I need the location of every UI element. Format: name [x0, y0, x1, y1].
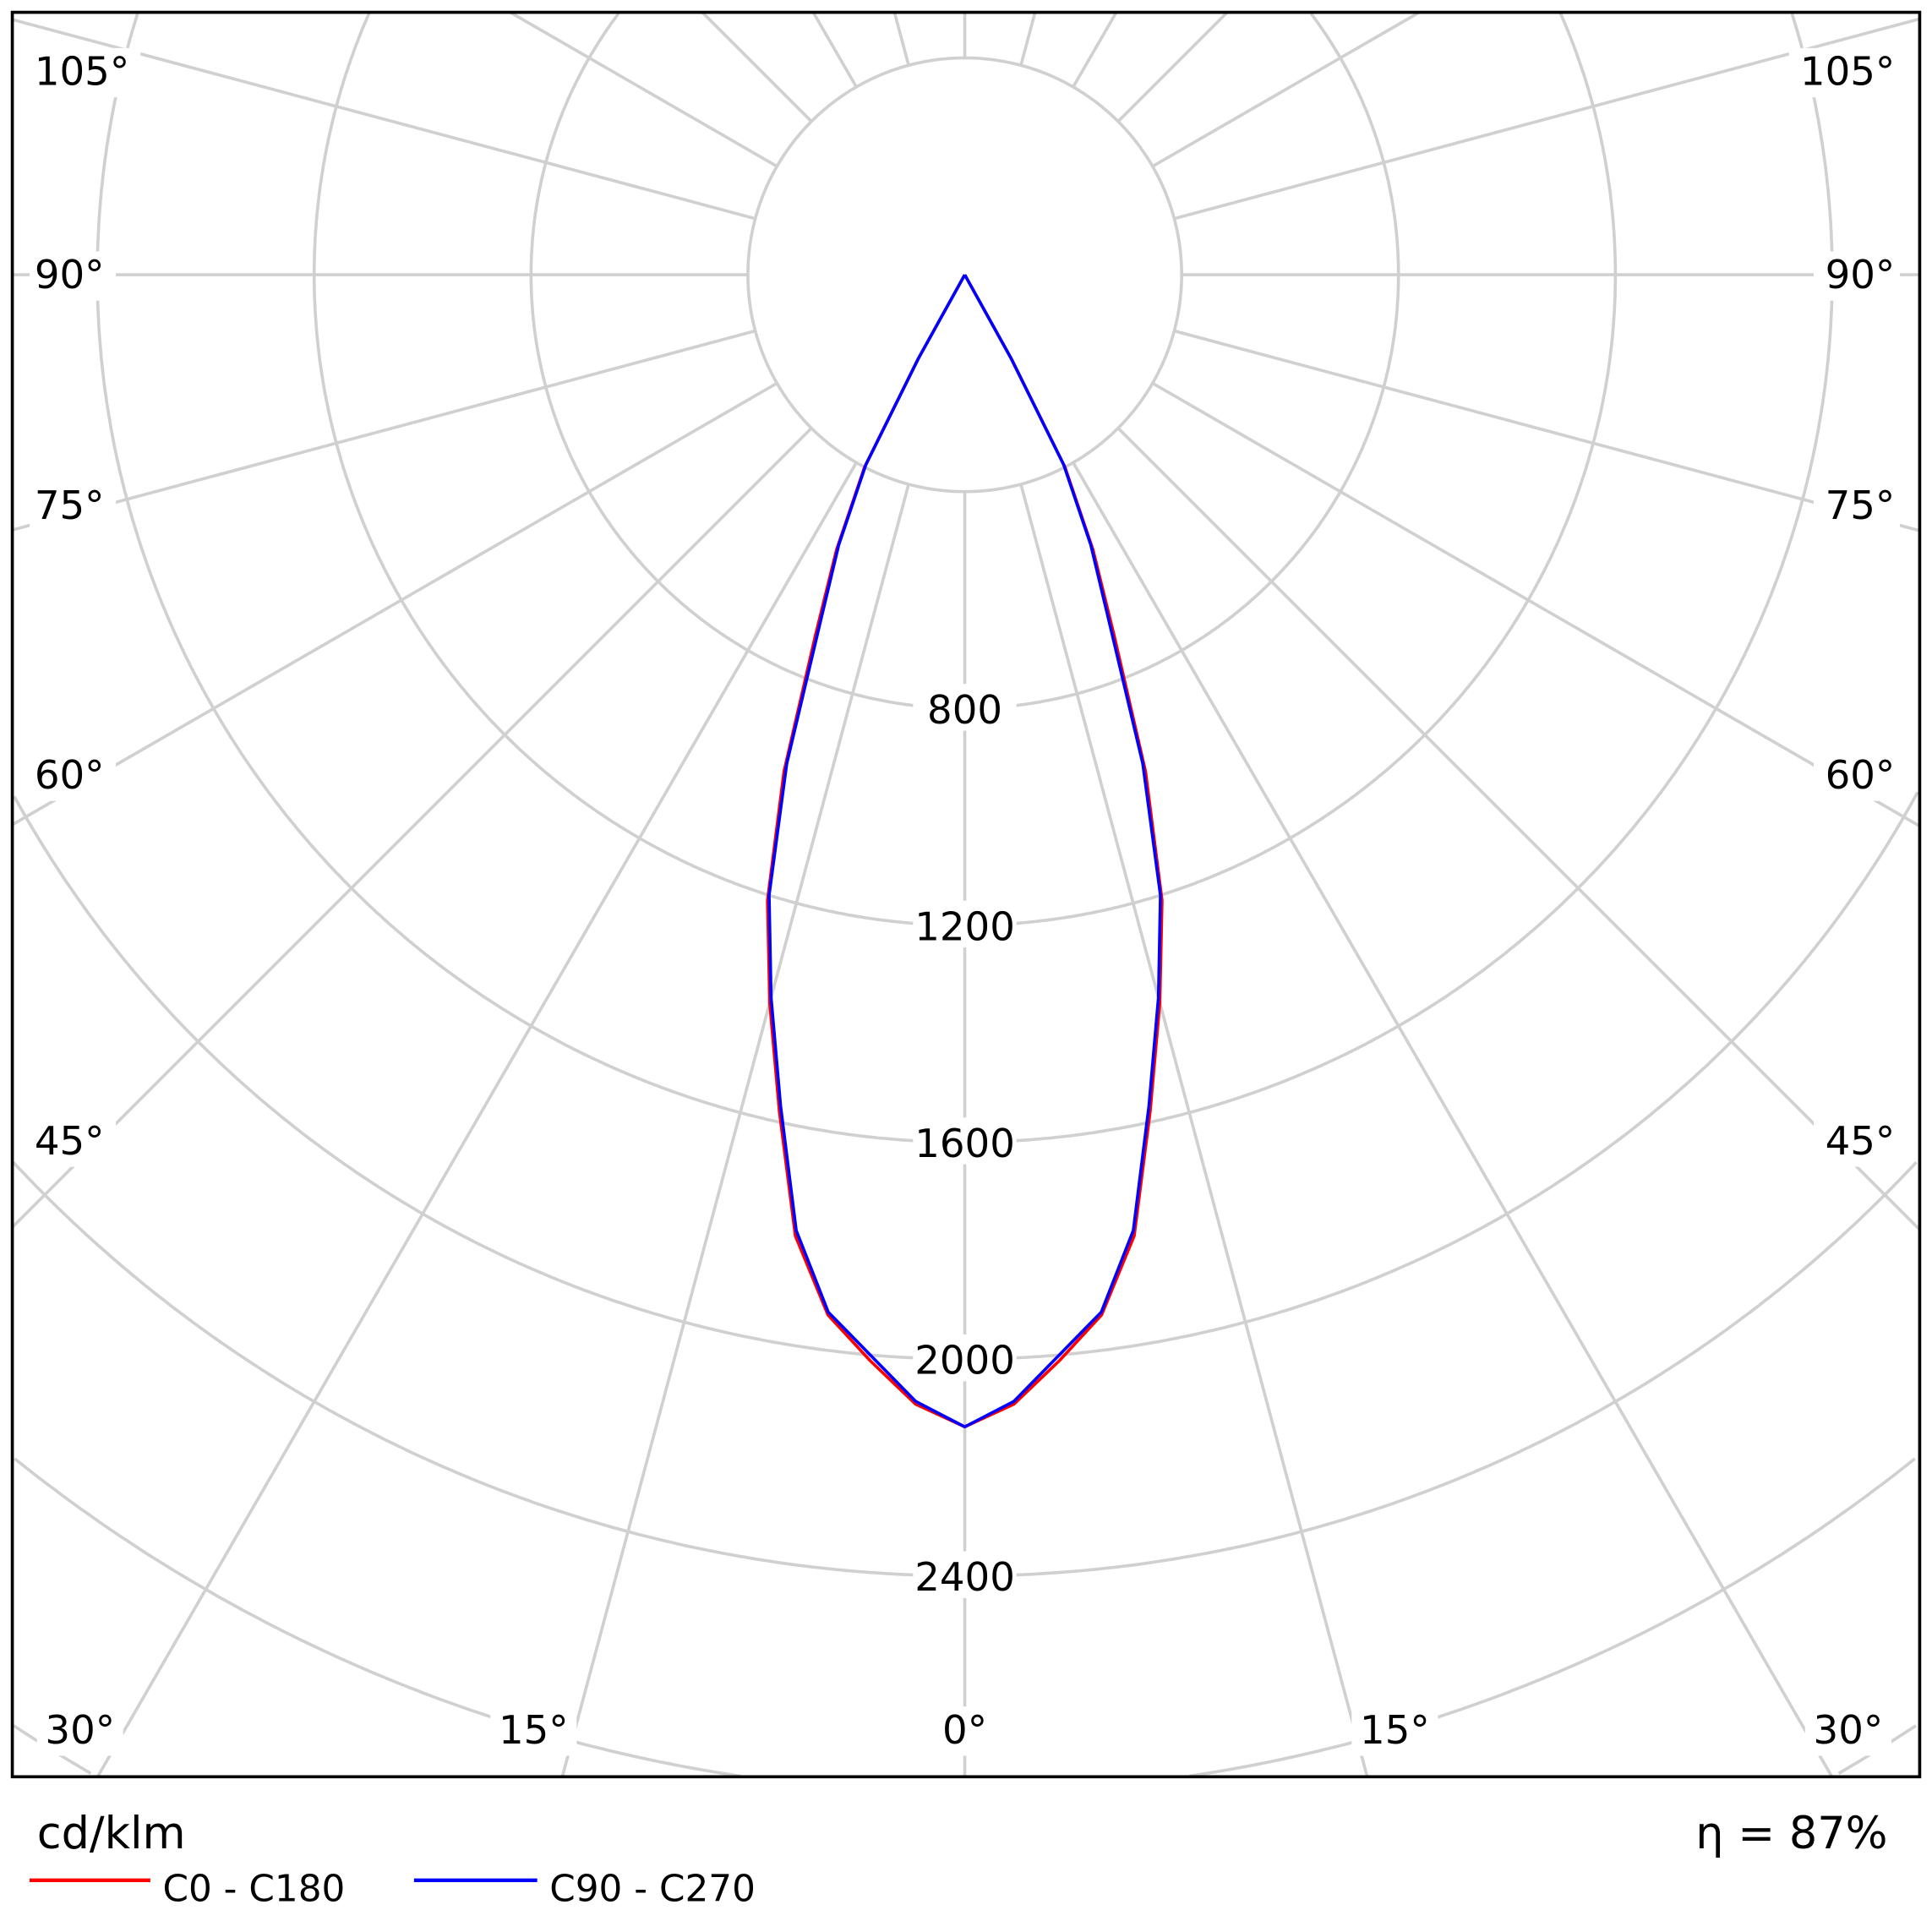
angle-label-bg	[29, 47, 141, 98]
angle-tick-label: 0°	[942, 1708, 987, 1754]
angle-tick-label: 75°	[35, 483, 105, 529]
legend-label-c90: C90 - C270	[549, 1868, 756, 1911]
angle-label-bg	[1814, 1117, 1901, 1167]
angle-label-bg	[1814, 751, 1901, 801]
angle-tick-label: 90°	[35, 253, 105, 298]
angle-label-bg	[490, 1706, 577, 1756]
angle-tick-labels: 0° 15° 15° 30° 30° 45° 45° 60° 60° 75° 75° 90° 90° 10…	[29, 47, 1901, 1756]
radial-tick-label: 800	[927, 688, 1002, 734]
grid-circle	[529, 13, 1400, 711]
grid-spoke	[509, 12, 778, 168]
angle-label-bg	[1814, 482, 1901, 532]
grid-circle	[14, 1457, 741, 1777]
grid-circle	[1558, 12, 1618, 276]
grid-spoke	[1116, 427, 1920, 1231]
radial-tick-label: 2400	[914, 1555, 1015, 1601]
grid-spoke	[1173, 329, 1920, 532]
radial-tick-label: 2000	[914, 1339, 1015, 1384]
angle-label-bg	[1804, 1706, 1891, 1756]
grid-spoke	[12, 329, 756, 532]
angle-label-bg	[29, 251, 117, 301]
radial-tick-label: 1600	[914, 1122, 1015, 1167]
grid-circle	[1188, 1457, 1916, 1777]
angle-tick-label: 60°	[35, 753, 105, 799]
radial-label-bg	[913, 900, 1017, 948]
grid-spoke	[1072, 12, 1118, 88]
angle-tick-label: 105°	[1800, 50, 1895, 96]
angle-tick-label: 15°	[1360, 1708, 1430, 1754]
grid-spoke	[1116, 12, 1229, 123]
radial-label-bg	[913, 1117, 1017, 1165]
angle-tick-label: 75°	[1826, 483, 1896, 529]
grid-spoke	[1019, 483, 1369, 1777]
plot-frame	[10, 10, 1922, 1779]
angle-tick-label: 30°	[45, 1708, 115, 1754]
efficiency-label: η = 87%	[1695, 1808, 1887, 1859]
radial-tick-label: 1200	[914, 904, 1015, 950]
angle-label-bg	[36, 1706, 123, 1756]
angle-tick-label: 90°	[1826, 253, 1896, 298]
grid-circle	[1309, 13, 1400, 276]
grid-spoke	[892, 12, 910, 66]
angle-label-bg	[1788, 47, 1901, 98]
angle-tick-label: 45°	[35, 1119, 105, 1165]
grid-spoke	[1151, 381, 1920, 828]
angle-tick-label: 15°	[499, 1708, 569, 1754]
grid-spoke	[1072, 461, 1834, 1777]
legend: C0 - C180 C90 - C270	[29, 1868, 756, 1911]
unit-label: cd/klm	[37, 1808, 186, 1859]
angle-label-bg	[29, 751, 117, 801]
radial-label-bg	[913, 1551, 1017, 1598]
series-curve-1	[767, 274, 1162, 1429]
grid-circle	[312, 12, 1618, 927]
angle-tick-label: 45°	[1826, 1119, 1896, 1165]
angle-label-bg	[29, 482, 117, 532]
grid-spoke	[701, 12, 813, 123]
grid-spoke	[96, 461, 858, 1777]
radial-label-bg	[913, 1334, 1017, 1382]
angle-tick-label: 30°	[1814, 1708, 1884, 1754]
angle-label-bg	[1351, 1706, 1438, 1756]
legend-label-c0: C0 - C180	[162, 1868, 345, 1911]
grid-spoke	[12, 427, 813, 1229]
radial-label-bg	[913, 684, 1017, 731]
grid-spoke	[1019, 12, 1037, 66]
grid-spoke	[1151, 12, 1421, 168]
grid-spoke	[12, 381, 778, 827]
angle-tick-label: 60°	[1826, 753, 1896, 799]
grid-circle	[96, 13, 1834, 1144]
grid-spoke	[811, 12, 858, 88]
radial-tick-labels: 800 1200 1600 2000 2400	[913, 684, 1017, 1601]
angle-tick-label: 105°	[35, 50, 129, 96]
grid-spoke	[560, 483, 910, 1777]
intensity-curves	[766, 274, 1164, 1429]
angle-label-bg	[1814, 251, 1901, 301]
angle-label-bg	[29, 1117, 117, 1167]
angle-label-bg	[934, 1706, 996, 1756]
